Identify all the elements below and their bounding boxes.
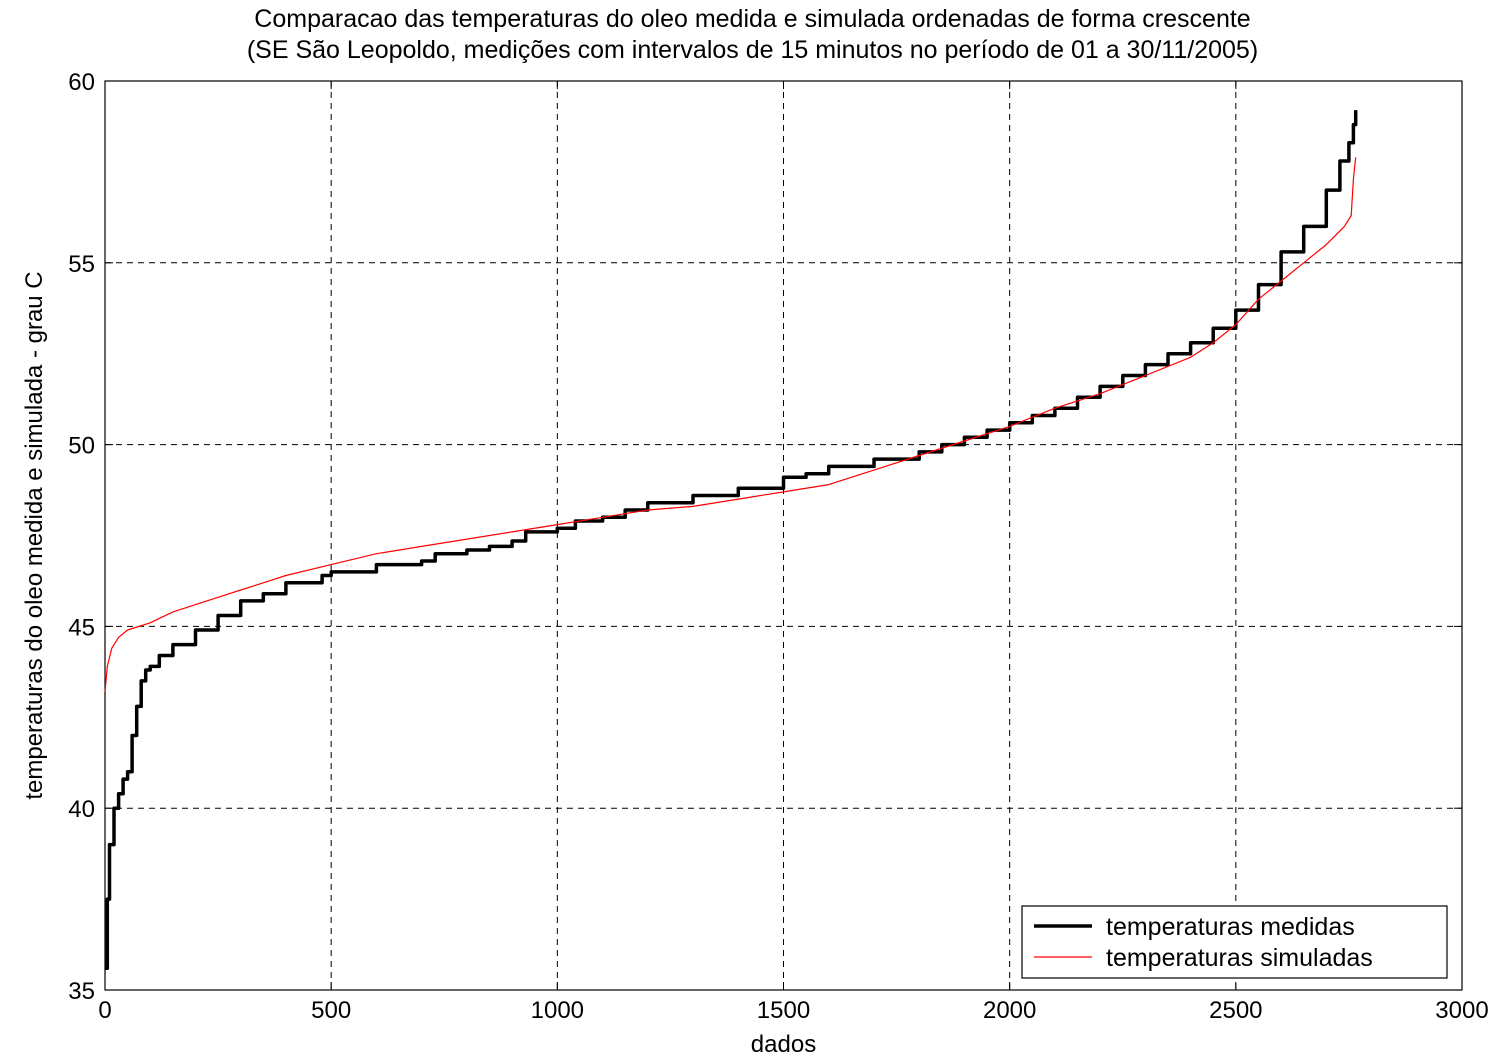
y-tick-label: 45 [68,614,95,641]
x-tick-label: 3000 [1435,997,1488,1024]
x-tick-label: 500 [311,997,351,1024]
y-tick-label: 40 [68,796,95,823]
y-tick-label: 55 [68,251,95,278]
x-tick-label: 1500 [757,997,810,1024]
legend-box [1021,905,1448,979]
grid-lines [105,81,1462,990]
chart-title: Comparacao das temperaturas do oleo medi… [254,5,1251,33]
legend: temperaturas medidas temperaturas simula… [1021,905,1448,979]
y-tick-label: 60 [68,69,95,96]
y-axis-label: temperaturas do oleo medida e simulada -… [21,271,48,799]
series-layer [104,110,1358,970]
x-axis-label: dados [751,1031,816,1058]
chart-subtitle: (SE São Leopoldo, medições com intervalo… [246,36,1259,64]
x-axis-ticks: 0 500 1000 1500 2000 2500 3000 [98,81,1489,1024]
legend-entry-simuladas: temperaturas simuladas [1106,944,1373,972]
x-tick-label: 1000 [531,997,584,1024]
x-tick-label: 2500 [1209,997,1262,1024]
x-tick-label: 0 [98,997,111,1024]
legend-entry-medidas: temperaturas medidas [1106,913,1355,941]
y-tick-label: 35 [68,978,95,1005]
x-tick-label: 2000 [983,997,1036,1024]
y-axis-ticks: 35 40 45 50 55 60 [68,69,1462,1005]
series-line-simuladas [104,157,1357,692]
y-tick-label: 50 [68,433,95,460]
